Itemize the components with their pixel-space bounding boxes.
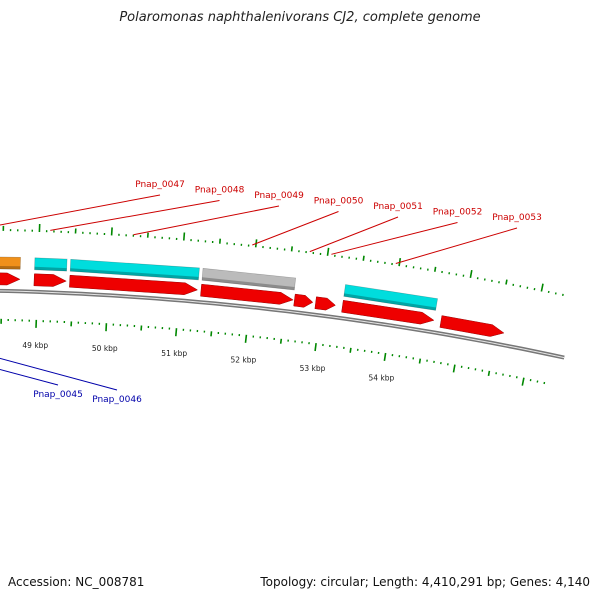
tick-mark-outer xyxy=(183,232,186,241)
tick-mark-inner xyxy=(418,358,422,364)
gene-label-leader xyxy=(133,205,280,236)
tick-mark-inner xyxy=(210,331,213,337)
feature-block-outer-shadow xyxy=(202,277,295,290)
tick-mark-outer xyxy=(434,266,437,272)
gene-label: Pnap_0046 xyxy=(92,395,142,405)
map-title: Polaromonas naphthalenivorans CJ2, compl… xyxy=(119,10,481,25)
gene-label: Pnap_0049 xyxy=(254,191,304,201)
gene-label-leader xyxy=(331,222,458,255)
tick-mark-outer xyxy=(110,227,113,236)
tick-mark-inner xyxy=(244,334,248,343)
axis-tick-label: 52 kbp xyxy=(231,356,257,365)
feature-block-outer xyxy=(201,267,297,291)
gene-label-leader xyxy=(309,216,399,253)
gene-label: Pnap_0051 xyxy=(373,202,423,212)
gene-label-leader xyxy=(50,200,220,231)
gene-label: Pnap_0048 xyxy=(195,186,245,196)
tick-mark-inner xyxy=(452,364,456,373)
gene-label: Pnap_0047 xyxy=(135,180,185,190)
gene-label-leader xyxy=(0,194,161,226)
tick-mark-outer xyxy=(326,247,330,256)
feature-block-outer-shadow xyxy=(0,265,21,270)
backbone-layer xyxy=(0,288,565,360)
axis-tick-label: 53 kbp xyxy=(300,364,326,373)
gene-label: Pnap_0053 xyxy=(492,213,542,223)
backbone-highlight xyxy=(0,290,565,359)
axis-tick-label: 50 kbp xyxy=(92,344,118,353)
feature-layer xyxy=(0,256,505,337)
gene-label-leader xyxy=(252,211,339,246)
gene-label-leader xyxy=(0,368,59,386)
cds-forward-arrow xyxy=(314,296,336,311)
tick-mark-outer xyxy=(290,246,293,252)
tick-mark-inner xyxy=(314,342,317,352)
cds-forward-arrow xyxy=(293,293,314,308)
gene-label: Pnap_0045 xyxy=(33,390,83,400)
axis-tick-label: 51 kbp xyxy=(161,349,187,358)
tick-mark-outer xyxy=(469,269,473,279)
axis-tick-label: 54 kbp xyxy=(369,374,395,383)
tick-mark-outer xyxy=(540,283,544,292)
feature-block-outer xyxy=(0,256,21,270)
tick-mark-outer xyxy=(362,255,365,261)
feature-block-outer xyxy=(343,284,438,311)
label-layer: Pnap_0047 Pnap_0048 Pnap_0049 Pnap_0050 Pnap… xyxy=(0,180,542,405)
tick-mark-inner xyxy=(175,328,178,337)
tick-mark-inner xyxy=(383,352,387,362)
cds-forward-arrow xyxy=(69,274,199,295)
cds-forward-arrow xyxy=(0,272,21,286)
tick-mark-inner xyxy=(487,370,491,377)
gene-label-leader xyxy=(395,227,518,264)
feature-block-outer-shadow xyxy=(70,268,199,280)
cds-forward-arrow xyxy=(439,315,505,337)
axis-tick-label: 49 kbp xyxy=(22,341,48,350)
gene-label: Pnap_0050 xyxy=(314,197,364,207)
gene-label-leader xyxy=(0,357,118,391)
cds-forward-arrow xyxy=(33,273,67,287)
cds-forward-arrow xyxy=(341,300,435,325)
accession-text: Accession: NC_008781 xyxy=(8,575,145,589)
tick-mark-inner xyxy=(536,380,539,383)
topology-text: Topology: circular; Length: 4,410,291 bp… xyxy=(260,575,590,589)
feature-block-outer-shadow xyxy=(34,266,67,272)
feature-block-outer-shadow xyxy=(343,293,437,311)
tick-mark-inner xyxy=(349,347,352,353)
cds-forward-arrow xyxy=(200,283,294,305)
feature-block-outer xyxy=(69,258,200,281)
tick-mark-inner xyxy=(279,338,283,344)
gene-label: Pnap_0052 xyxy=(433,208,483,218)
tick-mark-inner xyxy=(521,377,525,386)
tick-mark-outer xyxy=(505,279,508,285)
feature-block-outer xyxy=(34,257,68,272)
